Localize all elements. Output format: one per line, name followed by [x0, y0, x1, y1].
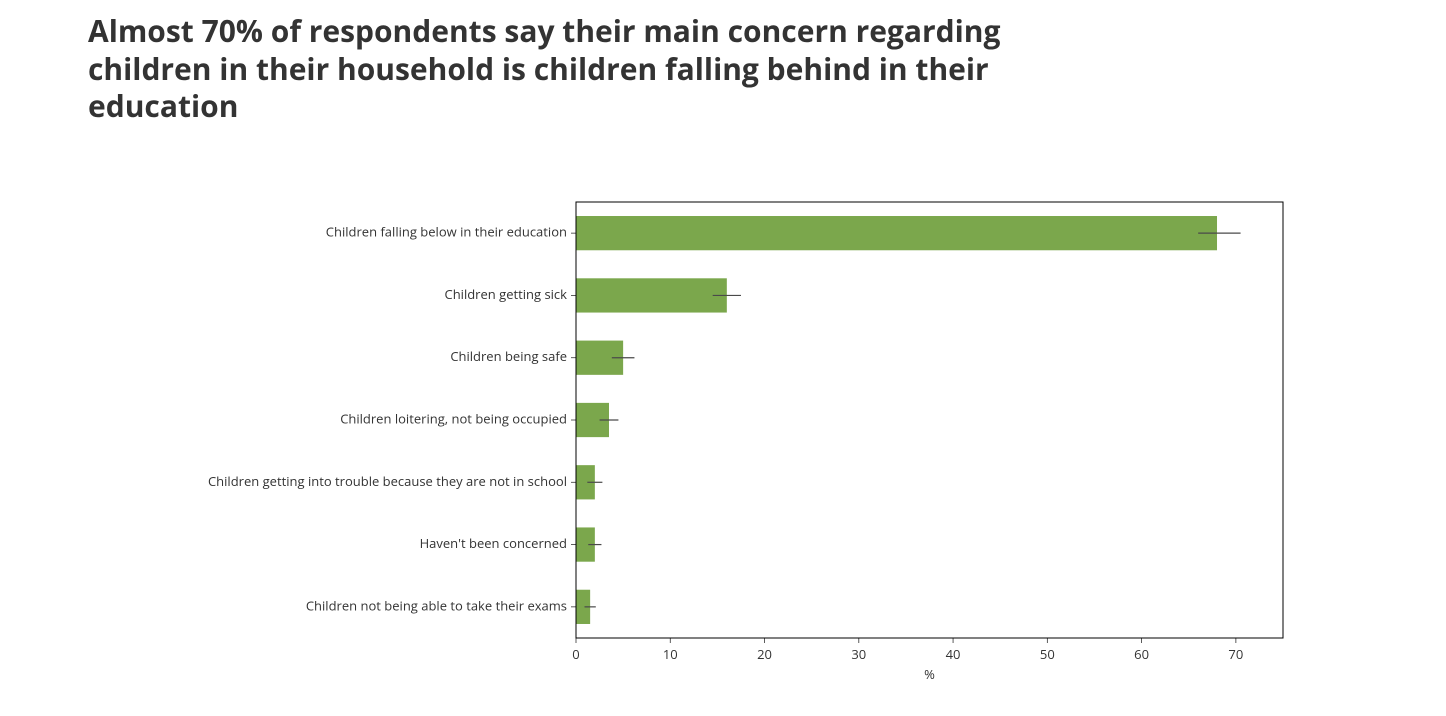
x-tick-label: 10: [663, 645, 678, 663]
bar: [576, 216, 1217, 250]
x-tick-label: 20: [757, 645, 772, 663]
x-tick-label: 40: [946, 645, 961, 663]
bar: [576, 278, 727, 312]
plot-area: [576, 202, 1283, 638]
y-tick-label: Children being safe: [450, 347, 567, 365]
x-tick-label: 50: [1040, 645, 1055, 663]
y-tick-label: Haven't been concerned: [420, 534, 567, 552]
x-tick-label: 70: [1228, 645, 1243, 663]
y-tick-label: Children falling below in their educatio…: [326, 223, 567, 241]
y-tick-label: Children not being able to take their ex…: [306, 596, 567, 614]
x-tick-label: 60: [1134, 645, 1149, 663]
x-tick-label: 0: [572, 645, 579, 663]
y-tick-label: Children getting sick: [445, 285, 568, 303]
x-axis-label: %: [924, 665, 935, 683]
bar-chart: Children falling below in their educatio…: [0, 0, 1446, 716]
x-tick-label: 30: [851, 645, 866, 663]
y-tick-label: Children getting into trouble because th…: [208, 472, 567, 490]
y-tick-label: Children loitering, not being occupied: [340, 409, 567, 427]
